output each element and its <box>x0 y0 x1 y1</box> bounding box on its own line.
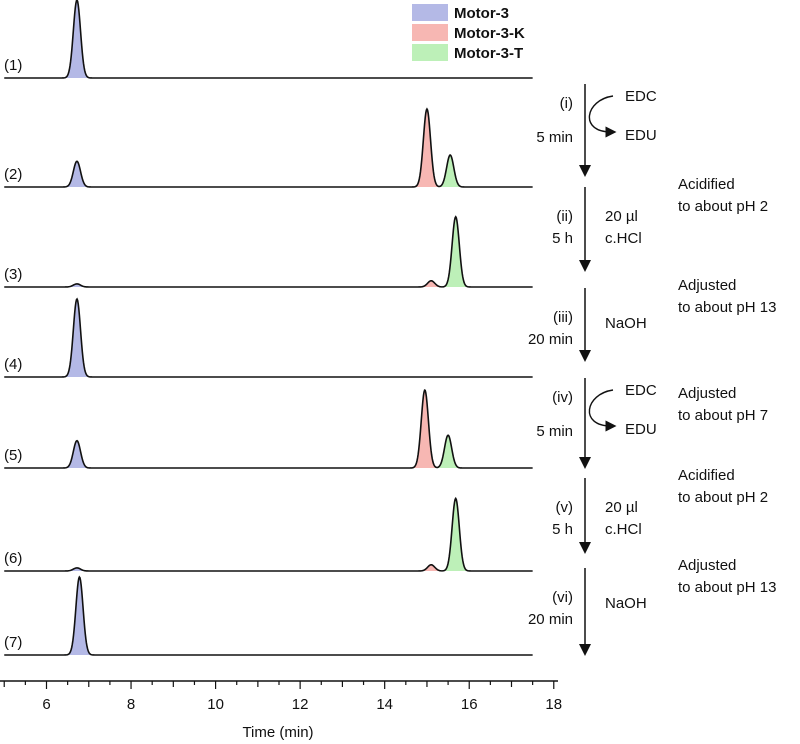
side-arrow <box>588 95 617 138</box>
step-label: (vi) <box>552 589 573 606</box>
reagent-in: EDC <box>625 88 657 105</box>
step-note-line-1: Acidified <box>678 467 735 484</box>
trace-label: (7) <box>4 634 22 651</box>
side-arrow <box>588 389 617 432</box>
trace-3: (3) <box>4 215 533 288</box>
trace-4: (4) <box>4 297 533 378</box>
trace-line <box>4 107 533 188</box>
step-label: (v) <box>556 499 574 516</box>
step-note-line-2: to about pH 13 <box>678 579 776 596</box>
peak-fill-motor-3-t <box>440 498 471 571</box>
step-label: (i) <box>560 95 573 112</box>
legend-swatch <box>412 24 448 41</box>
legend-label: Motor-3-T <box>454 45 523 62</box>
x-tick-label: 12 <box>292 696 309 713</box>
peak-fill-motor-3 <box>64 577 95 655</box>
trace-1: (1) <box>4 0 533 79</box>
reagent-in: EDC <box>625 382 657 399</box>
reagent-line-1: 20 µl <box>605 499 638 516</box>
trace-label: (4) <box>4 356 22 373</box>
step-time: 5 h <box>552 230 573 247</box>
step-time: 20 min <box>528 611 573 628</box>
step-note-line-1: Adjusted <box>678 385 736 402</box>
peak-fill-motor-3-k <box>416 280 446 287</box>
step-time: 5 min <box>536 423 573 440</box>
trace-line <box>4 0 533 79</box>
trace-label: (2) <box>4 166 22 183</box>
reagent-line-2: c.HCl <box>605 521 642 538</box>
step-label: (iii) <box>553 309 573 326</box>
trace-label: (1) <box>4 57 22 74</box>
step-2: (ii) 5 h 20 µl c.HCl Acidified to about pH 2 <box>552 176 768 272</box>
trace-line <box>4 389 533 469</box>
reagent-line-1: NaOH <box>605 315 647 332</box>
step-note-line-2: to about pH 2 <box>678 198 768 215</box>
peak-fill-motor-3-t <box>440 216 471 287</box>
reaction-steps: EDC EDU (i) 5 min (ii) 5 h 20 µl c.HCl Acidified… <box>528 84 776 656</box>
trace-label: (6) <box>4 550 22 567</box>
step-time: 5 min <box>536 129 573 146</box>
legend-swatch <box>412 44 448 61</box>
step-time: 20 min <box>528 331 573 348</box>
peak-fill-motor-3 <box>62 161 92 187</box>
trace-2: (2) <box>4 107 533 188</box>
x-axis-title: Time (min) <box>242 724 313 741</box>
step-note-line-2: to about pH 13 <box>678 299 776 316</box>
step-note-line-1: Adjusted <box>678 557 736 574</box>
legend: Motor-3 Motor-3-K Motor-3-T <box>412 4 525 62</box>
step-note-line-1: Adjusted <box>678 277 736 294</box>
trace-label: (5) <box>4 447 22 464</box>
peak-fill-motor-3-k <box>410 390 440 468</box>
step-note-line-1: Acidified <box>678 176 735 193</box>
reagent-line-1: NaOH <box>605 595 647 612</box>
x-tick-label: 18 <box>545 696 562 713</box>
step-6: (vi) 20 min NaOH Adjusted to about pH 13 <box>528 557 776 656</box>
step-3: (iii) 20 min NaOH Adjusted to about pH 13 <box>528 277 776 362</box>
x-axis: 6 8 10 12 14 16 18 <box>0 680 562 713</box>
step-note-line-2: to about pH 2 <box>678 489 768 506</box>
trace-line <box>4 575 533 656</box>
peak-fill-motor-3 <box>62 567 92 571</box>
peak-fill-motor-3-k <box>412 109 442 187</box>
legend-label: Motor-3 <box>454 5 509 22</box>
step-time: 5 h <box>552 521 573 538</box>
x-tick-label: 16 <box>461 696 478 713</box>
trace-line <box>4 496 533 572</box>
traces-group: (1) (2) (3) (4) (5) (6) (7) <box>4 0 533 656</box>
peak-fill-motor-3-t <box>435 155 465 187</box>
step-1: EDC EDU (i) 5 min <box>536 84 657 177</box>
trace-label: (3) <box>4 266 22 283</box>
trace-line <box>4 215 533 288</box>
peak-fill-motor-3-t <box>433 435 463 468</box>
x-tick-label: 14 <box>376 696 393 713</box>
x-tick-label: 8 <box>127 696 135 713</box>
byproduct-out: EDU <box>625 421 657 438</box>
x-tick-label: 6 <box>42 696 50 713</box>
peak-fill-motor-3 <box>62 299 92 377</box>
byproduct-out: EDU <box>625 127 657 144</box>
trace-line <box>4 297 533 378</box>
step-4: EDC EDU (iv) 5 min Adjusted to about pH 7 <box>536 378 768 469</box>
legend-swatch <box>412 4 448 21</box>
trace-5: (5) <box>4 389 533 469</box>
step-label: (iv) <box>552 389 573 406</box>
legend-label: Motor-3-K <box>454 25 525 42</box>
peak-fill-motor-3 <box>62 0 92 78</box>
trace-6: (6) <box>4 496 533 572</box>
x-tick-label: 10 <box>207 696 224 713</box>
peak-fill-motor-3-k <box>416 564 446 571</box>
peak-fill-motor-3 <box>62 440 92 468</box>
step-note-line-2: to about pH 7 <box>678 407 768 424</box>
trace-7: (7) <box>4 575 533 656</box>
step-5: (v) 5 h 20 µl c.HCl Acidified to about pH 2 <box>552 467 768 554</box>
peak-fill-motor-3 <box>62 283 92 287</box>
reagent-line-2: c.HCl <box>605 230 642 247</box>
step-label: (ii) <box>556 208 573 225</box>
reagent-line-1: 20 µl <box>605 208 638 225</box>
